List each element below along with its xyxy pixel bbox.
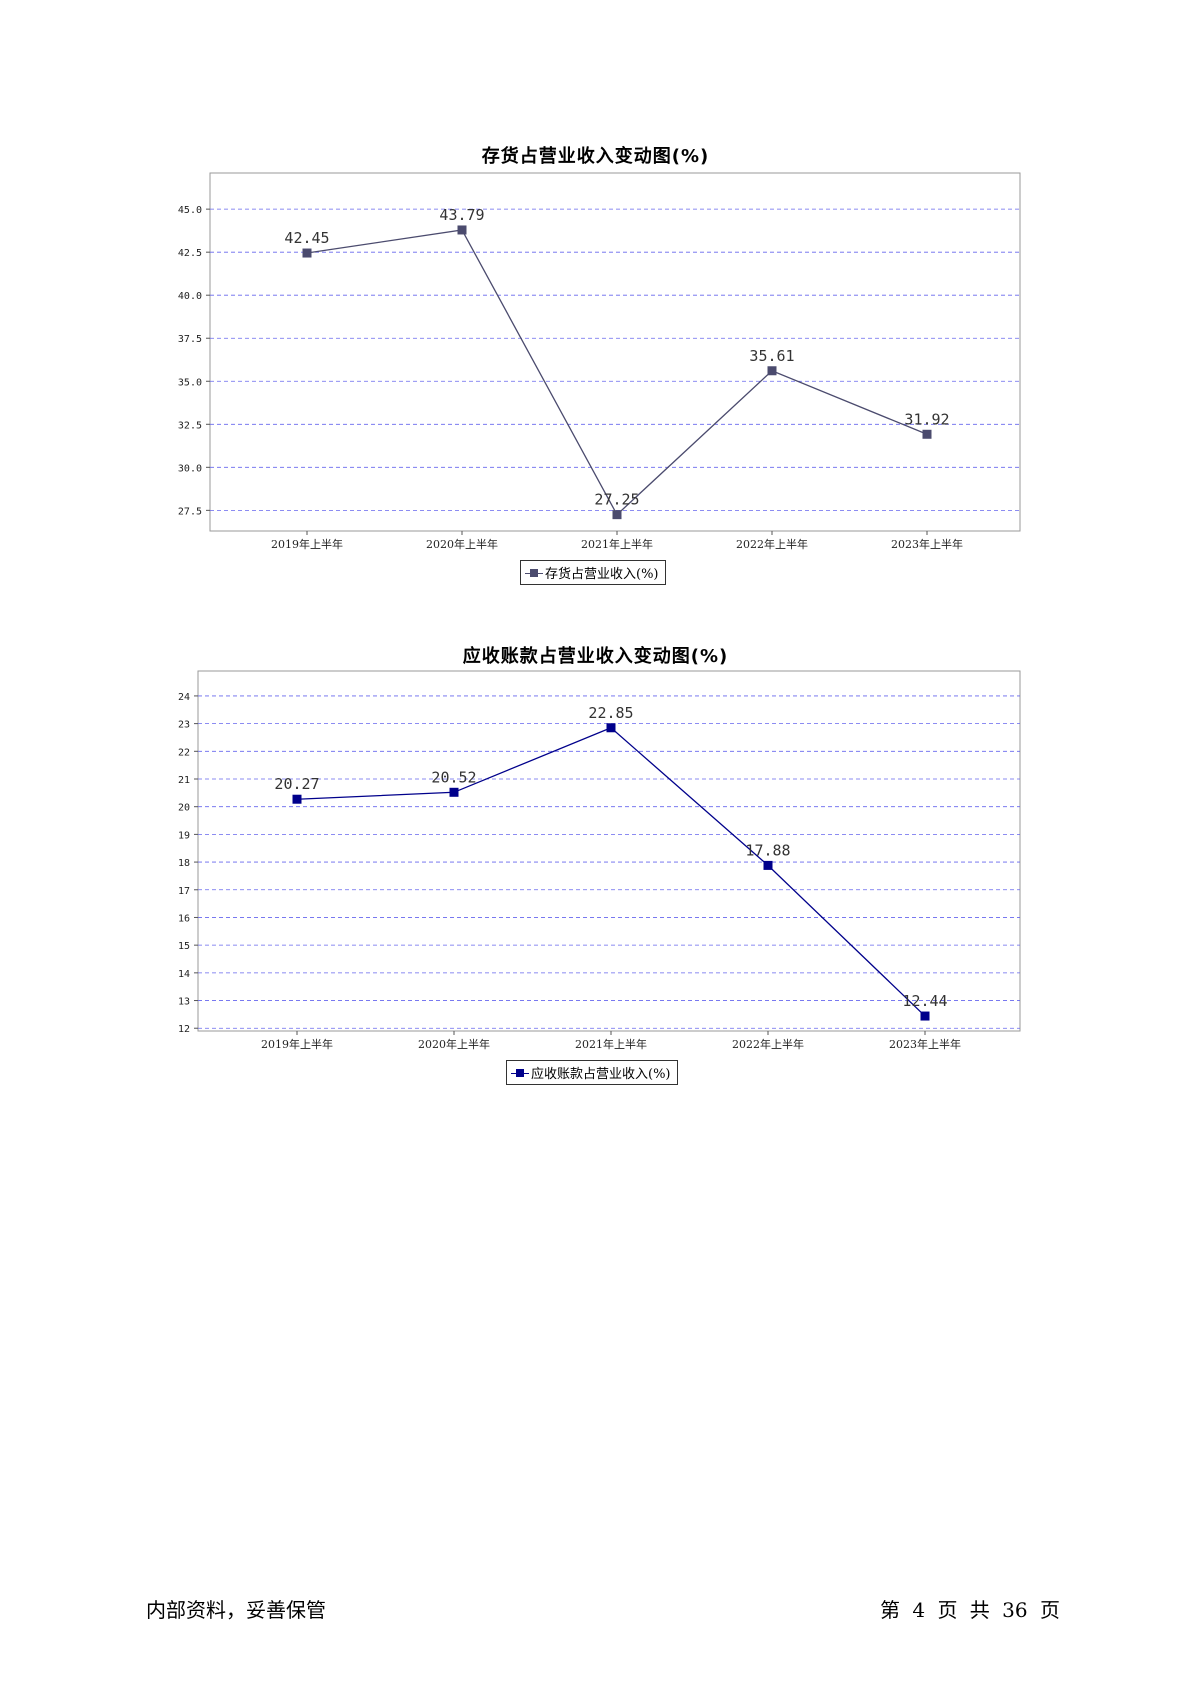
chart-2-y-tick-label: 15 (178, 941, 190, 952)
chart-1-data-label: 43.79 (439, 206, 484, 224)
chart-1-data-label: 35.61 (749, 347, 794, 365)
chart-1-data-label: 31.92 (904, 410, 949, 428)
chart-2-legend-marker (511, 1067, 529, 1079)
chart-2-legend-label: 应收账款占营业收入(%) (531, 1067, 671, 1082)
chart-2-legend: 应收账款占营业收入(%) (506, 1060, 678, 1085)
chart-1-y-tick-label: 40.0 (178, 291, 202, 302)
chart-1-data-point (612, 510, 622, 520)
chart-2-data-label: 20.52 (431, 768, 476, 786)
chart-2-x-tick-label: 2022年上半年 (732, 1037, 804, 1051)
chart-2-data-point (449, 787, 459, 797)
chart-1-y-tick-label: 27.5 (178, 506, 202, 517)
chart-2-data-label: 12.44 (902, 992, 947, 1010)
chart-1-data-point (302, 248, 312, 258)
chart-2-y-tick-label: 20 (178, 803, 190, 814)
chart-1-x-tick-label: 2019年上半年 (271, 537, 343, 551)
chart-2-data-label: 22.85 (588, 704, 633, 722)
chart-2-y-tick-label: 14 (178, 969, 190, 980)
chart-2-y-tick-label: 16 (178, 913, 190, 924)
chart-1-y-tick-label: 45.0 (178, 205, 202, 216)
chart-1-data-label: 42.45 (284, 229, 329, 247)
chart-2-data-point (606, 723, 616, 733)
chart-1-legend-marker (525, 567, 543, 579)
chart-2-data-label: 17.88 (745, 841, 790, 859)
chart-2-y-tick-label: 22 (178, 747, 190, 758)
chart-2-data-point (763, 860, 773, 870)
chart-2-y-tick-label: 18 (178, 858, 190, 869)
chart-2-x-tick-label: 2020年上半年 (418, 1037, 490, 1051)
footer-page-number: 第 4 页 共 36 页 (880, 1598, 1060, 1622)
chart-2-title: 应收账款占营业收入变动图(%) (462, 646, 729, 667)
chart-1-x-tick-label: 2020年上半年 (426, 537, 498, 551)
chart-1-y-tick-label: 37.5 (178, 334, 202, 345)
chart-2-y-tick-label: 12 (178, 1024, 190, 1035)
chart-2-y-tick-label: 17 (178, 886, 190, 897)
chart-1-y-tick-label: 30.0 (178, 463, 202, 474)
chart-1-title: 存货占营业收入变动图(%) (481, 146, 710, 167)
chart-1-x-tick-label: 2022年上半年 (736, 537, 808, 551)
chart-1-plot: 27.5 30.0 32.5 35.0 37.5 40.0 42.5 45.0 2019年上半年… (178, 172, 1021, 551)
chart-2-y-tick-label: 23 (178, 720, 190, 731)
chart-2-y-tick-label: 24 (178, 692, 190, 703)
chart-2-plot: 12 13 14 15 16 17 18 19 20 21 22 23 24 2019年上半年 2020年上… (178, 670, 1021, 1051)
chart-1-y-tick-label: 35.0 (178, 377, 202, 388)
chart-2-data-point (920, 1011, 930, 1021)
chart-1-data-point (922, 429, 932, 439)
footer-confidential-note: 内部资料，妥善保管 (146, 1598, 326, 1622)
chart-2-x-tick-label: 2021年上半年 (575, 1037, 647, 1051)
chart-2-y-tick-label: 19 (178, 830, 190, 841)
chart-1-plot-frame (209, 172, 1021, 532)
chart-1-x-tick-label: 2023年上半年 (891, 537, 963, 551)
chart-1-legend: 存货占营业收入(%) (520, 560, 666, 585)
chart-1-data-point (457, 225, 467, 235)
chart-2-x-tick-label: 2019年上半年 (261, 1037, 333, 1051)
chart-2-y-tick-label: 21 (178, 775, 190, 786)
chart-1-data-point (767, 366, 777, 376)
chart-1-x-tick-label: 2021年上半年 (581, 537, 653, 551)
chart-1-data-label: 27.25 (594, 491, 639, 509)
chart-2-y-tick-label: 13 (178, 997, 190, 1008)
chart-1-legend-label: 存货占营业收入(%) (545, 567, 659, 582)
chart-2-x-tick-label: 2023年上半年 (889, 1037, 961, 1051)
chart-2-data-point (292, 794, 302, 804)
chart-2-data-label: 20.27 (274, 775, 319, 793)
chart-1-y-tick-label: 42.5 (178, 248, 202, 259)
chart-1-y-tick-label: 32.5 (178, 420, 202, 431)
